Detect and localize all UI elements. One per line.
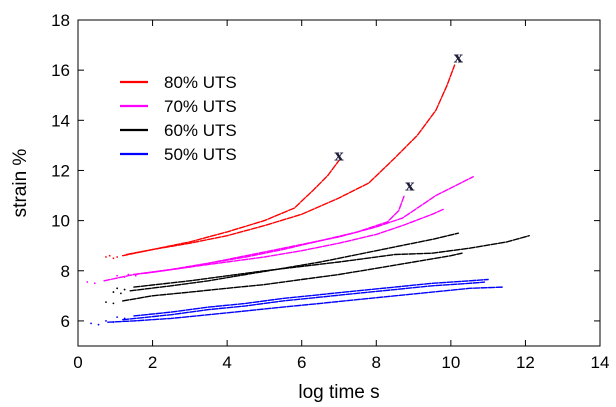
x-tick-label: 8 [372, 353, 381, 372]
failure-marker: x [335, 146, 345, 164]
series-3-curve-1-point [112, 302, 115, 305]
y-tick-label: 18 [51, 11, 70, 30]
series-1-curve-1-point [112, 257, 115, 260]
series-4-curve-3-point [116, 316, 119, 319]
series-1-curve-1-point [105, 256, 107, 258]
series-2-curve-2 [133, 176, 474, 276]
x-tick-label: 4 [222, 353, 231, 372]
series-3-curve-2-point [112, 291, 115, 293]
x-tick-label: 6 [297, 353, 306, 372]
x-tick-label: 12 [516, 353, 535, 372]
series-3-curve-3-point [116, 287, 119, 290]
series-2-curve-3 [144, 208, 445, 274]
y-tick-label: 14 [51, 111, 70, 130]
series-4-curve-1-point [97, 323, 100, 326]
series-2-curve-3-point [134, 274, 137, 277]
x-tick-label: 10 [441, 353, 460, 372]
failure-marker: x [454, 49, 464, 67]
series-1-curve-2-point [108, 254, 111, 257]
series-2-curve-2-point [123, 276, 126, 278]
axes: 0 2 4 6 8 10 12 14 6 8 10 12 14 16 18 [51, 11, 609, 372]
x-tick-label: 14 [591, 353, 610, 372]
legend-label-1: 80% UTS [164, 73, 237, 92]
series-1-curve-2 [125, 64, 456, 256]
series-4-curve-2 [122, 281, 486, 321]
y-tick-label: 10 [51, 212, 70, 231]
plot-frame [77, 19, 601, 347]
series-4-curve-1-point [90, 322, 92, 325]
series-4-curve-3-point [123, 317, 126, 320]
legend: 80% UTS 70% UTS 60% UTS 50% UTS [120, 73, 237, 164]
y-tick-label: 6 [61, 312, 70, 331]
series-4-curve-2-point [105, 320, 107, 322]
series-4-curve-2-point [112, 321, 115, 324]
series-2-curve-1-point [86, 281, 89, 283]
series-1-curve-2-point [116, 256, 119, 258]
x-axis-label: log time s [298, 382, 379, 403]
series-3-curve-3 [133, 235, 530, 288]
series-2-curve-2-point [116, 274, 119, 277]
legend-label-2: 70% UTS [164, 97, 237, 116]
failure-marker: x [405, 177, 415, 195]
x-tick-label: 2 [148, 353, 157, 372]
x-tick-label: 0 [73, 353, 82, 372]
y-tick-label: 8 [61, 262, 70, 281]
series-3-curve-3-point [123, 288, 126, 291]
y-axis-label: strain % [10, 149, 31, 218]
y-tick-label: 16 [51, 61, 70, 80]
y-tick-label: 12 [51, 161, 70, 180]
series-3-curve-1 [122, 252, 463, 302]
plot-area: x x x [86, 49, 530, 326]
series-4-curve-1 [107, 286, 504, 323]
series-4-curve-3 [133, 278, 489, 317]
series-2-curve-1-point [93, 282, 96, 285]
series-1-curve-1 [122, 159, 340, 257]
series-3-curve-2-point [119, 292, 122, 295]
series-3-curve-2 [129, 232, 459, 292]
legend-label-4: 50% UTS [164, 145, 237, 164]
series-2-curve-3-point [127, 273, 130, 276]
series-3-curve-1-point [105, 301, 107, 304]
legend-label-3: 60% UTS [164, 121, 237, 140]
